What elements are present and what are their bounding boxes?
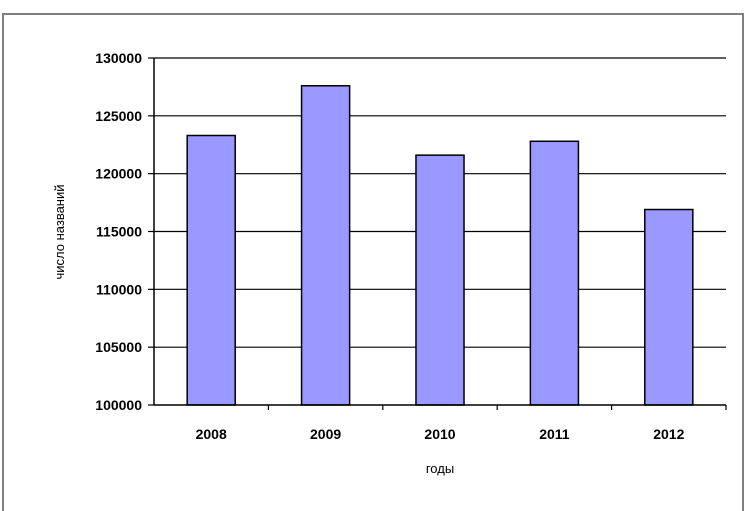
x-tick-label-2012: 2012 — [653, 426, 684, 442]
y-tick-labels: 100000 105000 110000 115000 120000 125000 1300… — [95, 50, 154, 413]
bar-2012 — [644, 208, 694, 406]
y-tick-label: 100000 — [95, 397, 142, 413]
bar-2008 — [186, 134, 236, 406]
y-tick-label: 115000 — [96, 224, 142, 240]
chart-frame-right-border — [742, 13, 744, 511]
y-tick-label: 120000 — [95, 166, 142, 182]
bar-2011 — [529, 140, 580, 406]
x-tick-label-2008: 2008 — [196, 426, 227, 442]
y-axis-title: число названий — [52, 184, 67, 279]
x-tick-labels: 2008 2009 2010 2011 2012 — [196, 405, 727, 442]
y-tick-label: 130000 — [95, 50, 142, 66]
chart-frame-top-border — [2, 13, 744, 15]
x-tick-label-2009: 2009 — [310, 426, 341, 442]
bar-2010 — [415, 154, 465, 406]
bars — [186, 85, 694, 406]
x-axis-title: годы — [426, 461, 454, 476]
y-tick-label: 110000 — [96, 281, 142, 297]
bar-2009 — [300, 85, 351, 406]
x-tick-label-2011: 2011 — [539, 426, 570, 442]
chart-frame-left-border — [2, 13, 4, 511]
y-tick-label: 105000 — [95, 339, 142, 355]
x-tick-label-2010: 2010 — [424, 426, 455, 442]
y-tick-label: 125000 — [95, 108, 142, 124]
